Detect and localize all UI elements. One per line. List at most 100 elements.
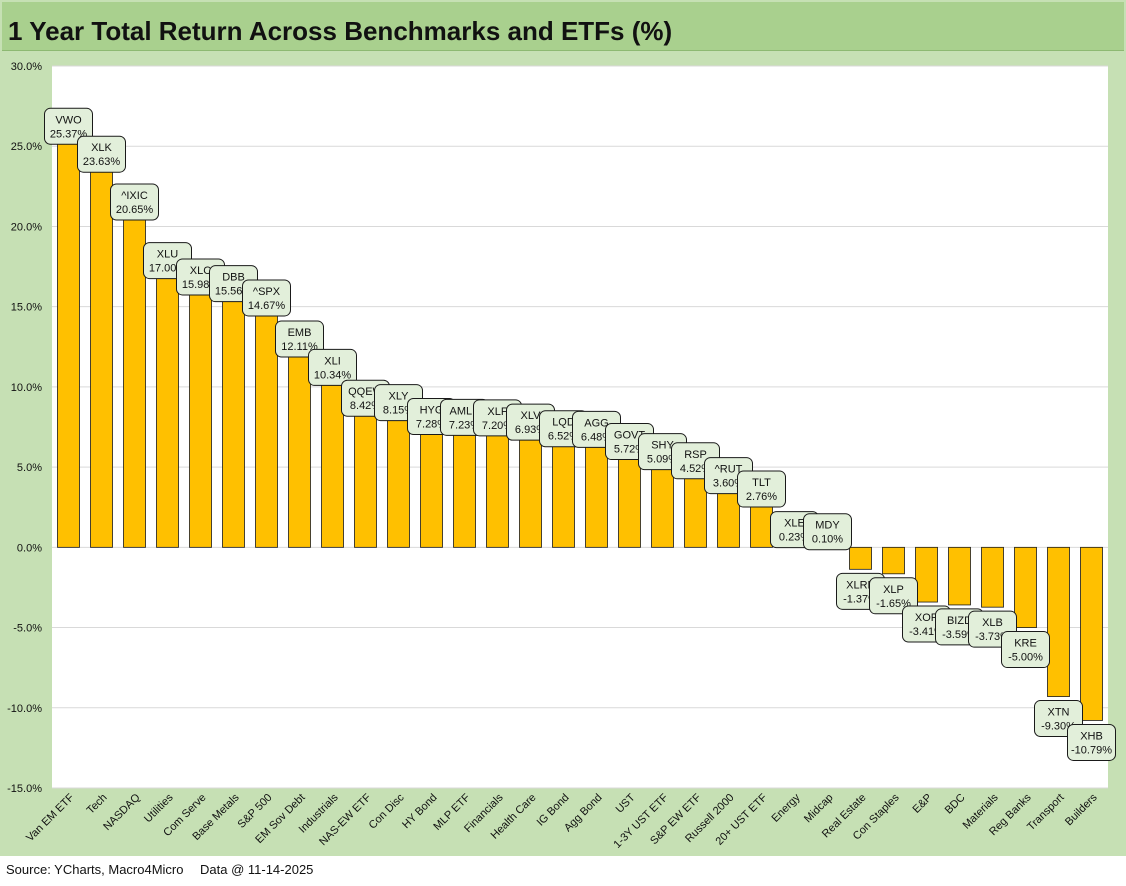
data-label-value: 6.48% <box>581 431 612 443</box>
data-label-box <box>275 320 324 358</box>
data-label-ticker: XLRE <box>846 579 875 591</box>
data-label: ^IXIC 20.65% <box>110 183 159 221</box>
data-label-value: 4.52% <box>680 463 711 475</box>
y-tick-label: -15.0% <box>7 783 42 795</box>
data-label-ticker: XLK <box>91 142 112 154</box>
data-label-ticker: BIZD <box>947 615 972 627</box>
bar <box>189 290 212 548</box>
data-label: GOVT 5.72% <box>605 423 654 461</box>
data-label: KRE -5.00% <box>1001 631 1050 669</box>
data-label-ticker: XLP <box>883 584 904 596</box>
data-label-ticker: VWO <box>55 114 82 126</box>
data-label-value: 14.67% <box>248 300 286 312</box>
y-tick-label: 25.0% <box>11 141 42 153</box>
data-label-box <box>44 107 93 145</box>
data-label-box <box>242 279 291 317</box>
data-label-ticker: SHY <box>651 440 674 452</box>
y-tick-label: 5.0% <box>17 462 42 474</box>
bar <box>915 546 938 603</box>
data-label: XLP -1.65% <box>869 577 918 615</box>
data-label-value: 25.37% <box>50 128 88 140</box>
data-label-box <box>1067 723 1116 761</box>
bar <box>618 455 641 548</box>
data-label-ticker: ^IXIC <box>121 190 148 202</box>
data-label-ticker: ^RUT <box>715 464 743 476</box>
x-tick-label: NASDAQ <box>101 791 143 833</box>
data-label-box <box>110 183 159 221</box>
data-label: VWO 25.37% <box>44 107 93 145</box>
y-tick-label: 0.0% <box>17 542 42 554</box>
data-label-value: 23.63% <box>83 156 121 168</box>
data-label-box <box>308 348 357 386</box>
bar <box>519 435 542 548</box>
bar <box>849 546 872 570</box>
bar <box>948 546 971 606</box>
data-label-box <box>869 577 918 615</box>
x-tick-label: E&P <box>911 792 935 816</box>
data-label-value: 0.10% <box>812 534 843 546</box>
data-label-value: -5.00% <box>1008 652 1043 664</box>
bar <box>651 465 674 548</box>
data-label-ticker: RSP <box>684 449 707 461</box>
x-tick-label: UST <box>614 791 638 815</box>
data-label-value: 0.23% <box>779 532 810 544</box>
data-label-ticker: XLF <box>487 406 507 418</box>
bar <box>486 431 509 548</box>
data-label: MDY 0.10% <box>803 513 852 551</box>
data-label-value: 7.28% <box>416 419 447 431</box>
data-label-box <box>1001 631 1050 669</box>
y-tick-label: -10.0% <box>7 703 42 715</box>
data-label-value: 10.34% <box>314 369 352 381</box>
data-label: TLT 2.76% <box>737 470 786 508</box>
data-label: ^SPX 14.67% <box>242 279 291 317</box>
data-label-value: -1.65% <box>876 598 911 610</box>
data-label-ticker: XTN <box>1048 707 1070 719</box>
data-label-value: 5.09% <box>647 454 678 466</box>
bar <box>981 546 1004 608</box>
data-label: XHB -10.79% <box>1067 723 1116 761</box>
bar <box>222 297 245 548</box>
data-label-value: 8.42% <box>350 400 381 412</box>
data-label-box <box>77 135 126 173</box>
data-label-ticker: XLE <box>784 518 805 530</box>
data-label-ticker: LQD <box>552 417 575 429</box>
data-label: XLI 10.34% <box>308 348 357 386</box>
data-label-ticker: XLY <box>389 391 410 403</box>
x-tick-label: Tech <box>85 792 110 817</box>
data-label-ticker: XLU <box>157 249 178 261</box>
bar <box>1047 546 1070 697</box>
bar <box>552 442 575 548</box>
bar <box>57 139 80 548</box>
bar <box>156 274 179 548</box>
data-label-value: 6.93% <box>515 424 546 436</box>
data-label-value: 7.23% <box>449 419 480 431</box>
data-label-ticker: AMLP <box>450 405 480 417</box>
bar <box>453 430 476 548</box>
data-date: Data @ 11-14-2025 <box>200 862 314 877</box>
y-tick-label: 10.0% <box>11 382 42 394</box>
data-label-value: 2.76% <box>746 491 777 503</box>
x-tick-label: Builders <box>1063 791 1100 828</box>
x-tick-label: Van EM ETF <box>24 791 77 844</box>
y-tick-label: 15.0% <box>11 302 42 314</box>
bar <box>1080 546 1103 721</box>
data-label-ticker: XOP <box>915 612 938 624</box>
data-label-ticker: MDY <box>815 520 840 532</box>
data-label-value: 3.60% <box>713 478 744 490</box>
y-tick-label: -5.0% <box>13 623 42 635</box>
data-label: SHY 5.09% <box>638 433 687 471</box>
footer: Source: YCharts, Macro4Micro Data @ 11-1… <box>0 856 1126 886</box>
data-label-ticker: GOVT <box>614 430 645 442</box>
bar <box>684 474 707 548</box>
data-label-ticker: KRE <box>1014 638 1037 650</box>
bar <box>1014 546 1037 628</box>
data-label-ticker: HYG <box>420 405 444 417</box>
data-label-ticker: DBB <box>222 272 245 284</box>
data-label-ticker: EMB <box>288 327 312 339</box>
x-tick-label: Energy <box>769 791 802 824</box>
data-label-ticker: XLB <box>982 617 1003 629</box>
y-tick-label: 20.0% <box>11 221 42 233</box>
x-tick-label: Con Disc <box>367 791 407 831</box>
data-label-value: 8.15% <box>383 405 414 417</box>
data-label-ticker: XLI <box>324 355 341 367</box>
